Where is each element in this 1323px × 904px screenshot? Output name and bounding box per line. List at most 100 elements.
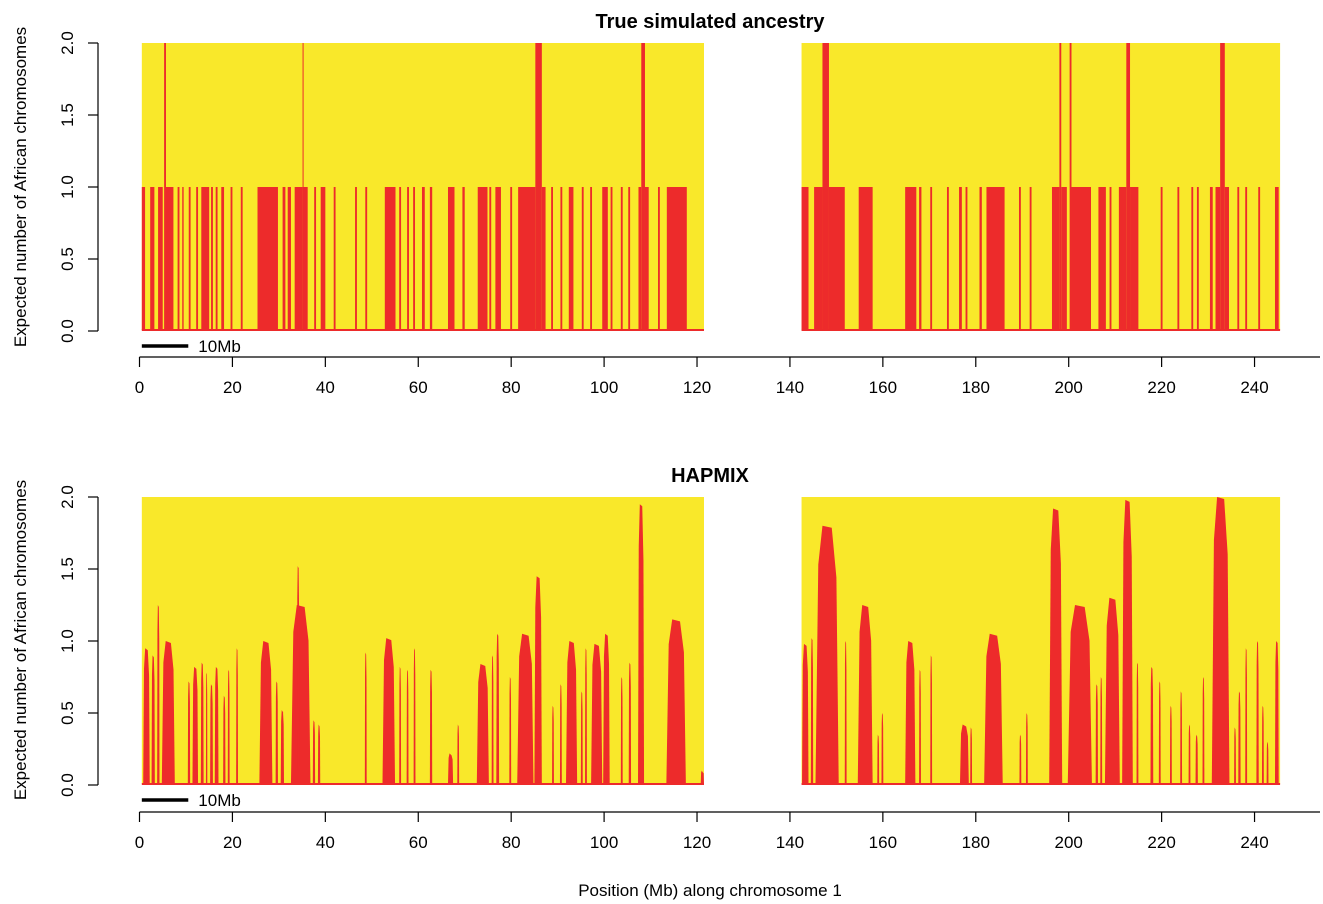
ancestry-peak (1245, 648, 1248, 784)
y-tick-label: 2.0 (58, 31, 77, 55)
ancestry-peak (844, 641, 847, 784)
ancestry-segment (1029, 187, 1032, 330)
ancestry-segment (429, 187, 433, 330)
ancestry-peak (1238, 691, 1241, 784)
x-tick-label: 60 (409, 833, 428, 852)
ancestry-peak (280, 710, 284, 784)
ancestry-peak (580, 691, 583, 784)
ancestry-peak (200, 662, 204, 784)
ancestry-peak (815, 525, 839, 784)
ancestry-peak (1256, 641, 1259, 784)
x-tick-label: 80 (502, 833, 521, 852)
ancestry-segment (1191, 187, 1194, 330)
ancestry-segment (413, 187, 416, 330)
ancestry-peak (143, 648, 150, 784)
panel-title: HAPMIX (671, 465, 749, 487)
ancestry-peak (429, 669, 433, 784)
x-tick-label: 100 (590, 378, 618, 397)
ancestry-peak (259, 641, 273, 784)
arm-background-q (801, 43, 1281, 330)
ancestry-segment (320, 187, 326, 330)
ancestry-peak (1100, 677, 1103, 784)
ancestry-segment (165, 187, 174, 330)
ancestry-peak (1122, 499, 1133, 784)
ancestry-segment (560, 187, 563, 330)
ancestry-peak (1202, 677, 1205, 784)
ancestry-peak (1195, 734, 1198, 784)
ancestry-peak (1150, 666, 1154, 784)
y-tick-label: 1.5 (58, 557, 77, 581)
ancestry-peak (534, 576, 542, 784)
ancestry-peak (364, 652, 367, 784)
ancestry-segment (164, 43, 166, 330)
ancestry-segment (477, 187, 488, 330)
ancestry-segment (1258, 187, 1261, 330)
ancestry-segment (1071, 187, 1092, 330)
ancestry-peak (603, 633, 610, 784)
ancestry-segment (581, 187, 584, 330)
ancestry-segment (421, 187, 425, 330)
ancestry-peak (312, 720, 316, 784)
ancestry-peak (517, 633, 534, 784)
x-tick-label: 20 (223, 378, 242, 397)
ancestry-peak (317, 724, 321, 784)
ancestry-segment (1177, 187, 1180, 330)
ancestry-peak (1104, 597, 1120, 784)
ancestry-peak (382, 638, 396, 784)
ancestry-peak (905, 641, 916, 784)
ancestry-segment (1160, 187, 1163, 330)
ancestry-peak (919, 669, 921, 784)
y-tick-label: 1.0 (58, 175, 77, 199)
ancestry-peak (205, 672, 208, 784)
ancestry-peak (1025, 713, 1028, 784)
ancestry-segment (858, 187, 873, 330)
x-tick-label: 40 (316, 833, 335, 852)
y-tick-label: 2.0 (58, 485, 77, 509)
ancestry-segment (407, 187, 409, 330)
ancestry-segment (518, 187, 536, 330)
ancestry-segment (1237, 187, 1240, 330)
ancestry-segment (221, 187, 225, 330)
y-tick-label: 1.5 (58, 103, 77, 127)
ancestry-peak (1067, 605, 1092, 784)
ancestry-segment (620, 187, 623, 330)
ancestry-segment (1059, 43, 1062, 330)
y-tick-label: 0.5 (58, 247, 77, 271)
ancestry-segment (979, 187, 982, 330)
ancestry-segment (230, 187, 233, 330)
x-tick-label: 0 (135, 378, 144, 397)
ancestry-peak (802, 643, 809, 784)
ancestry-peak (857, 605, 873, 784)
ancestry-segment (177, 187, 180, 330)
ancestry-peak (970, 727, 973, 784)
ancestry-segment (365, 187, 368, 330)
ancestry-segment (1126, 43, 1131, 330)
ancestry-peak (959, 724, 969, 784)
ancestry-peak (214, 666, 219, 784)
ancestry-segment (1018, 187, 1021, 330)
ancestry-peak (157, 605, 160, 784)
ancestry-segment (302, 43, 304, 330)
ancestry-segment (495, 187, 501, 330)
ancestry-segment (215, 187, 218, 330)
ancestry-peak (161, 641, 175, 784)
ancestry-peak (559, 684, 562, 784)
ancestry-peak (700, 770, 704, 784)
ancestry-segment (282, 187, 286, 330)
ancestry-peak (1266, 741, 1269, 784)
ancestry-segment (462, 187, 465, 330)
ancestry-segment (1220, 43, 1225, 330)
ancestry-peak (1019, 734, 1022, 784)
ancestry-peak (1158, 681, 1161, 784)
ancestry-peak (566, 641, 578, 784)
x-tick-label: 160 (869, 378, 897, 397)
ancestry-segment (182, 187, 184, 330)
ancestry-segment (355, 187, 357, 330)
ancestry-peak (210, 684, 213, 784)
ancestry-segment (666, 187, 687, 330)
ancestry-segment (240, 187, 243, 330)
ancestry-segment (828, 187, 845, 330)
ancestry-segment (201, 187, 210, 330)
ancestry-segment (294, 187, 303, 330)
ancestry-segment (141, 187, 146, 330)
